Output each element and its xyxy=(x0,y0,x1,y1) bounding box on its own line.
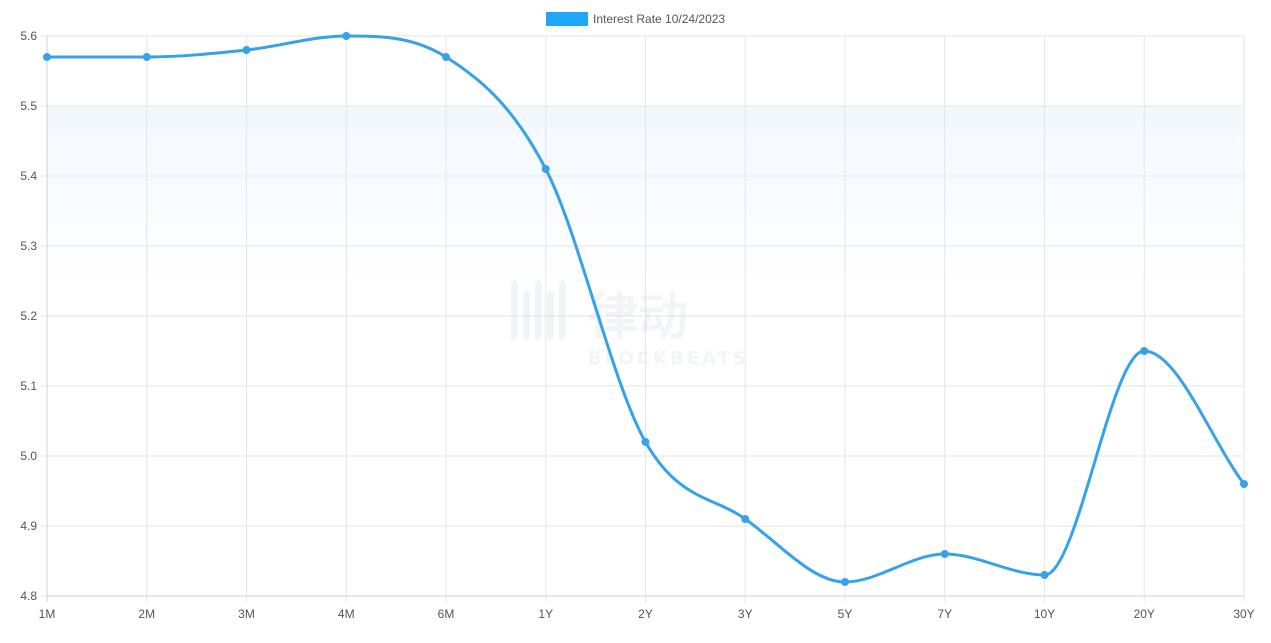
watermark-en-text: BLOCKBEATS xyxy=(588,348,749,369)
data-point[interactable] xyxy=(442,53,450,61)
y-tick-label: 5.2 xyxy=(20,309,37,323)
watermark-logo-icon xyxy=(511,280,566,340)
y-tick-label: 4.9 xyxy=(20,519,37,533)
y-tick-label: 4.8 xyxy=(20,589,37,603)
y-tick-label: 5.3 xyxy=(20,239,37,253)
data-point[interactable] xyxy=(43,53,51,61)
x-tick-label: 2Y xyxy=(638,607,653,621)
x-tick-label: 4M xyxy=(338,607,355,621)
data-point[interactable] xyxy=(741,515,750,523)
watermark: 律动 BLOCKBEATS xyxy=(511,280,749,369)
legend-swatch xyxy=(546,12,588,26)
data-point[interactable] xyxy=(342,32,351,40)
legend-label: Interest Rate 10/24/2023 xyxy=(593,12,725,26)
data-point[interactable] xyxy=(641,438,650,446)
y-tick-label: 5.6 xyxy=(20,29,37,43)
x-tick-label: 1Y xyxy=(538,607,553,621)
y-axis-labels: 4.8 4.9 5.0 5.1 5.2 5.3 5.4 5.5 5.6 xyxy=(20,29,37,603)
y-tick-label: 5.4 xyxy=(20,169,37,183)
y-tick-label: 5.1 xyxy=(20,379,37,393)
data-points xyxy=(43,32,1248,586)
data-point[interactable] xyxy=(1040,571,1049,579)
legend[interactable]: Interest Rate 10/24/2023 xyxy=(546,12,725,26)
x-tick-label: 20Y xyxy=(1134,607,1155,621)
x-axis-labels: 1M 2M 3M 4M 6M 1Y 2Y 3Y 5Y 7Y 10Y 20Y 30Y xyxy=(39,607,1255,621)
data-point[interactable] xyxy=(940,550,949,558)
series-line xyxy=(47,34,1246,584)
x-tick-label: 3M xyxy=(238,607,255,621)
x-tick-label: 1M xyxy=(39,607,56,621)
x-tick-label: 7Y xyxy=(937,607,952,621)
x-tick-label: 10Y xyxy=(1034,607,1055,621)
x-tick-label: 3Y xyxy=(738,607,753,621)
watermark-cn-text: 律动 xyxy=(588,288,688,346)
grid-lines xyxy=(41,35,1245,602)
data-point[interactable] xyxy=(142,53,151,61)
x-tick-label: 6M xyxy=(438,607,455,621)
x-tick-label: 2M xyxy=(138,607,155,621)
data-point[interactable] xyxy=(1140,347,1149,355)
y-tick-label: 5.5 xyxy=(20,99,37,113)
data-point[interactable] xyxy=(541,165,550,173)
x-tick-label: 5Y xyxy=(838,607,853,621)
data-point[interactable] xyxy=(1240,480,1248,488)
x-tick-label: 30Y xyxy=(1233,607,1254,621)
y-tick-label: 5.0 xyxy=(20,449,37,463)
data-point[interactable] xyxy=(841,578,849,586)
data-point[interactable] xyxy=(242,46,251,54)
